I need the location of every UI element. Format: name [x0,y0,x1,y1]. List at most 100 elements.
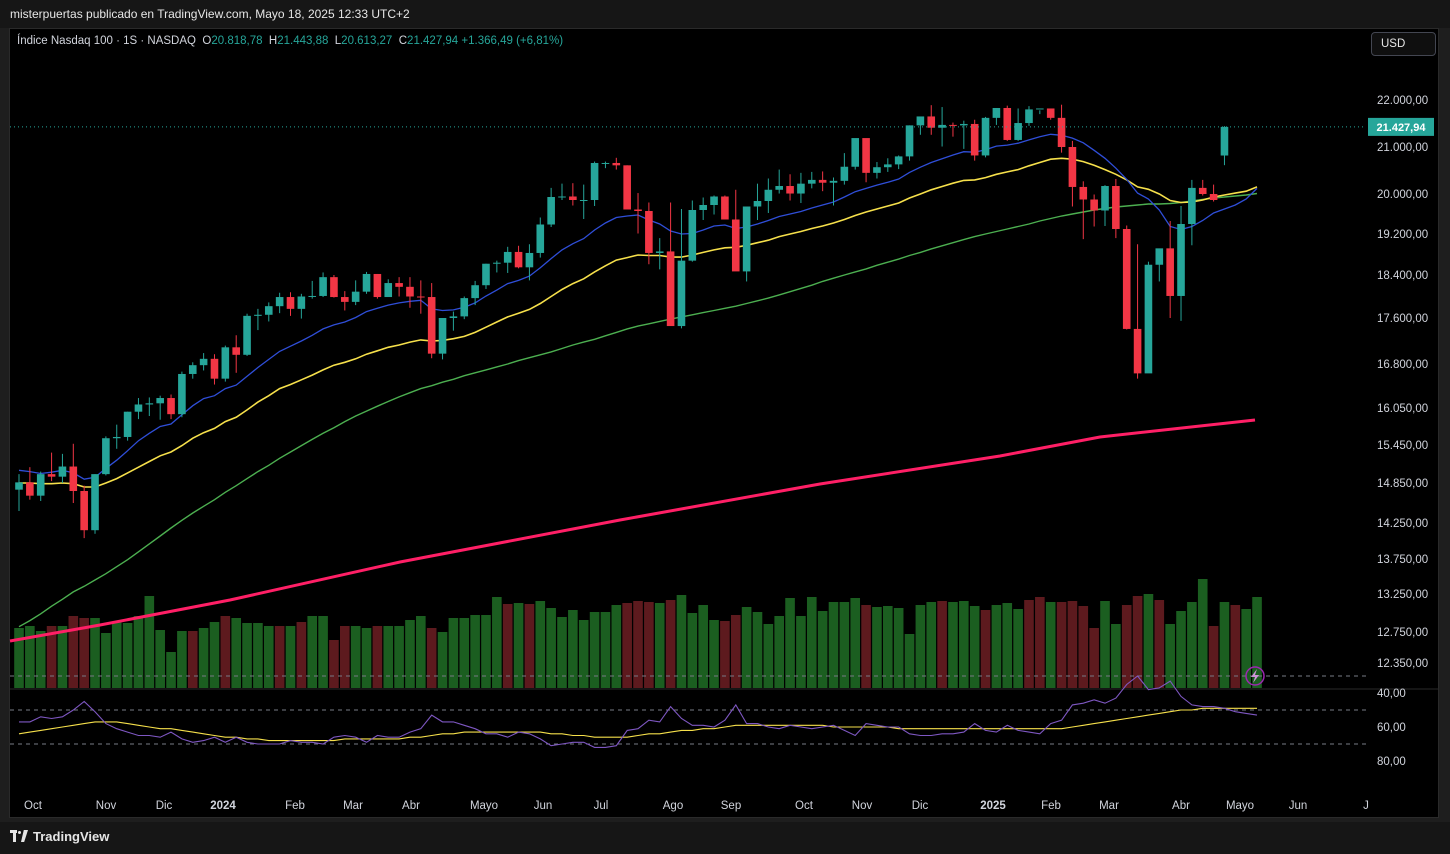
candle[interactable] [275,292,284,314]
candle[interactable] [797,172,805,203]
candle[interactable] [167,394,175,420]
candle[interactable] [666,202,675,327]
candle[interactable] [547,187,555,227]
candle[interactable] [710,195,718,215]
candle[interactable] [123,411,132,441]
candle[interactable] [590,161,599,206]
candle[interactable] [1209,184,1218,202]
candle[interactable] [503,246,512,273]
candle[interactable] [221,345,230,382]
candle[interactable] [981,116,990,158]
candle[interactable] [764,178,773,213]
candle[interactable] [514,245,523,269]
candle[interactable] [742,206,751,282]
candle[interactable] [536,217,545,258]
candle[interactable] [786,174,794,201]
candle[interactable] [210,354,219,385]
candle[interactable] [677,209,686,329]
candle[interactable] [1014,108,1022,141]
candle[interactable] [102,436,110,476]
candle[interactable] [1025,106,1033,126]
candle[interactable] [699,197,707,221]
candle[interactable] [373,273,382,299]
candle[interactable] [905,125,914,161]
candle[interactable] [308,280,317,299]
candle[interactable] [134,398,143,420]
candle[interactable] [601,161,610,169]
candle[interactable] [482,263,490,289]
candle[interactable] [15,474,23,511]
candle[interactable] [807,171,816,189]
candle[interactable] [851,138,860,170]
candle[interactable] [1112,178,1120,239]
candle[interactable] [460,296,469,320]
candle[interactable] [1036,108,1044,115]
candle[interactable] [1188,179,1196,246]
candle[interactable] [1220,126,1229,166]
candle[interactable] [1155,248,1164,282]
candle[interactable] [406,277,414,308]
candle[interactable] [297,293,306,319]
candle[interactable] [178,371,186,418]
candle[interactable] [384,279,393,298]
candle[interactable] [1101,185,1109,226]
candle[interactable] [1057,104,1066,153]
candle[interactable] [1068,140,1077,207]
candle[interactable] [960,120,968,149]
candle[interactable] [58,453,67,483]
candle[interactable] [1166,221,1174,318]
candle[interactable] [80,485,88,539]
candle[interactable] [69,443,78,503]
candle[interactable] [156,395,164,420]
candle[interactable] [351,280,360,306]
candle[interactable] [286,292,295,316]
candle[interactable] [927,105,936,135]
candle[interactable] [427,283,436,359]
candle[interactable] [862,138,870,183]
candle[interactable] [645,202,653,265]
candle[interactable] [721,195,729,220]
candle[interactable] [243,313,251,356]
candle[interactable] [1133,244,1142,379]
candle[interactable] [688,200,697,262]
candle[interactable] [112,424,121,449]
candle[interactable] [1090,194,1098,227]
candle[interactable] [36,471,45,501]
currency-button[interactable]: USD [1371,32,1436,56]
candle[interactable] [1003,105,1012,141]
candle[interactable] [884,158,892,172]
candle[interactable] [579,184,588,219]
candle[interactable] [91,474,99,534]
candle[interactable] [232,335,240,373]
candle[interactable] [254,308,262,331]
candle[interactable] [992,107,1001,125]
candle[interactable] [970,119,979,161]
candle[interactable] [873,162,881,179]
candle[interactable] [818,171,827,192]
candle[interactable] [493,260,501,273]
candle[interactable] [949,122,957,137]
tradingview-logo[interactable]: TradingView [10,829,109,844]
candle[interactable] [395,277,403,297]
candle[interactable] [1144,261,1153,374]
candle[interactable] [655,238,664,270]
candle[interactable] [449,311,458,331]
candle[interactable] [330,275,338,298]
candle[interactable] [569,183,577,206]
lightning-icon[interactable] [1245,666,1265,686]
candle[interactable] [319,272,327,298]
candle[interactable] [1177,206,1185,321]
candle[interactable] [612,157,621,170]
candle[interactable] [525,244,534,281]
candle[interactable] [894,155,903,170]
candle[interactable] [26,467,34,500]
candle[interactable] [753,183,762,220]
candle[interactable] [1046,108,1055,120]
candle[interactable] [438,318,447,360]
candle[interactable] [341,291,349,311]
candle[interactable] [840,153,849,185]
candle[interactable] [916,116,925,135]
candle[interactable] [145,397,154,417]
candle[interactable] [1198,179,1207,196]
